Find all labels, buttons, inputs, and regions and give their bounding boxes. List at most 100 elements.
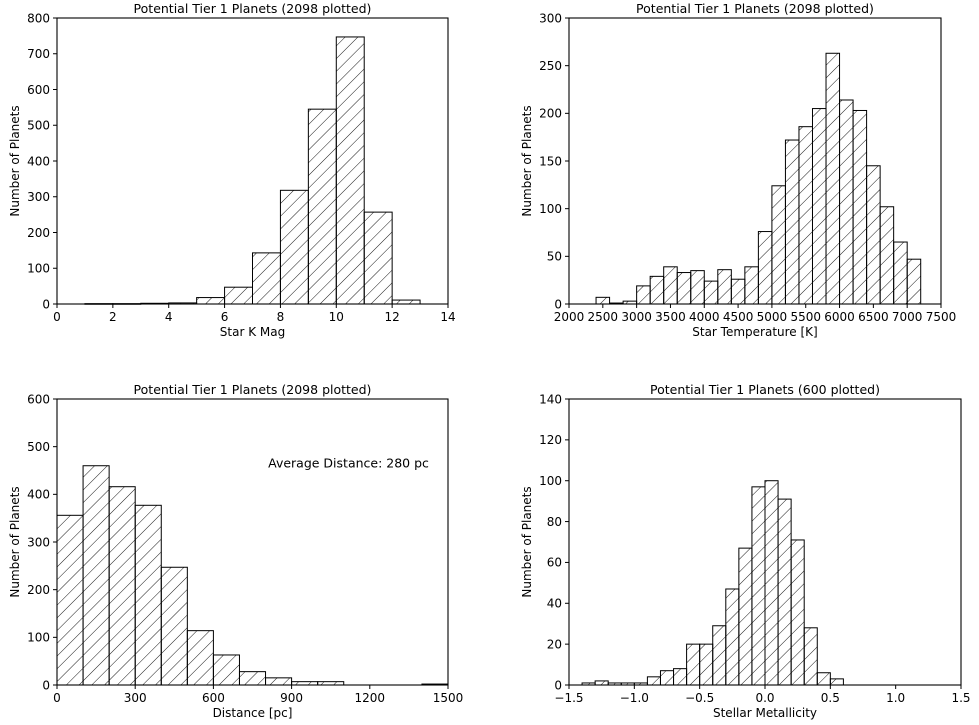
histogram-bar xyxy=(594,680,609,686)
histogram-bar xyxy=(279,189,309,305)
y-tick-label: 600 xyxy=(27,83,50,97)
x-tick-label: 1200 xyxy=(355,691,386,705)
x-tick-label: 600 xyxy=(202,691,225,705)
y-tick-label: 120 xyxy=(539,433,562,447)
histogram-bar xyxy=(803,627,818,686)
x-tick-label: 1.5 xyxy=(951,691,970,705)
histogram-bar xyxy=(751,486,766,686)
chart-panel-3: 0 300 600 900 1200 1500 0 100 200 300 400 500 600 Pot… xyxy=(8,382,463,720)
histogram-bar xyxy=(238,671,267,686)
chart-panel-1: 0 2 4 6 8 10 12 14 0 100 200 300 400 500 600 700 800 Pote… xyxy=(8,1,456,339)
x-tick-label: 6 xyxy=(221,310,229,324)
histogram-bar xyxy=(790,539,805,686)
x-tick-label: 0.5 xyxy=(821,691,840,705)
x-tick-label: 4 xyxy=(165,310,173,324)
histogram-bar xyxy=(771,185,786,305)
histogram-bar xyxy=(186,630,214,686)
y-tick-label: 600 xyxy=(27,392,50,406)
y-tick-label: 500 xyxy=(27,119,50,133)
histogram-bar xyxy=(866,165,881,305)
histogram-bar xyxy=(699,643,714,686)
chart-title: Potential Tier 1 Planets (2098 plotted) xyxy=(134,382,372,397)
x-tick-label: 0 xyxy=(53,691,61,705)
x-axis-label: Distance [pc] xyxy=(213,706,293,720)
x-tick-label: 3000 xyxy=(621,310,652,324)
chart-title: Potential Tier 1 Planets (2098 plotted) xyxy=(636,1,874,16)
x-tick-label: 1.0 xyxy=(886,691,905,705)
x-tick-label: 5000 xyxy=(757,310,788,324)
y-tick-label: 60 xyxy=(547,556,562,570)
histogram-bar xyxy=(265,677,293,686)
y-tick-label: 800 xyxy=(27,11,50,25)
y-tick-label: 0 xyxy=(42,297,50,311)
x-tick-label: 8 xyxy=(277,310,285,324)
histogram-bar xyxy=(676,272,692,305)
histogram-bar xyxy=(82,465,110,686)
histogram-bar xyxy=(196,297,226,305)
y-tick-label: 300 xyxy=(27,190,50,204)
y-tick-label: 400 xyxy=(27,488,50,502)
histogram-bar xyxy=(134,504,162,686)
histogram-bar xyxy=(673,668,688,686)
x-tick-label: 7500 xyxy=(926,310,957,324)
x-tick-label: 2000 xyxy=(554,310,585,324)
y-tick-label: 20 xyxy=(547,637,562,651)
histogram-bar xyxy=(690,270,705,305)
histogram-bars xyxy=(581,480,844,686)
x-tick-label: 0 xyxy=(53,310,61,324)
histogram-bar xyxy=(825,52,841,305)
y-tick-label: 100 xyxy=(539,202,562,216)
histogram-bar xyxy=(744,266,759,305)
histogram-bars xyxy=(595,52,922,305)
y-tick-label: 0 xyxy=(42,678,50,692)
y-tick-label: 500 xyxy=(27,440,50,454)
y-tick-label: 200 xyxy=(539,107,562,121)
histogram-bar xyxy=(906,258,922,305)
histogram-bar xyxy=(686,643,701,686)
histogram-bar xyxy=(712,625,727,686)
x-tick-label: 5500 xyxy=(790,310,821,324)
histogram-bar xyxy=(212,654,240,686)
histogram-bar xyxy=(839,99,854,305)
average-distance-annotation: Average Distance: 280 pc xyxy=(268,456,429,471)
x-axis-label: Star Temperature [K] xyxy=(692,325,817,339)
histogram-bar xyxy=(829,678,844,686)
x-tick-label: 2 xyxy=(109,310,117,324)
x-tick-label: 6000 xyxy=(824,310,855,324)
x-axis-label: Stellar Metallicity xyxy=(713,706,817,720)
histogram-bar xyxy=(730,278,746,305)
x-tick-label: 10 xyxy=(329,310,344,324)
histogram-bar xyxy=(816,672,831,686)
y-tick-label: 150 xyxy=(539,154,562,168)
x-tick-label: 7000 xyxy=(892,310,923,324)
histogram-bar xyxy=(852,109,868,305)
x-tick-label: 4000 xyxy=(689,310,720,324)
histogram-bar xyxy=(703,280,719,305)
y-tick-label: 0 xyxy=(554,678,562,692)
histogram-bar xyxy=(307,108,337,305)
x-tick-label: 14 xyxy=(440,310,455,324)
y-axis-label: Number of Planets xyxy=(520,486,534,597)
x-tick-label: 2500 xyxy=(588,310,619,324)
histogram-bar xyxy=(595,296,611,305)
y-tick-label: 100 xyxy=(27,631,50,645)
histogram-bar xyxy=(335,36,365,305)
x-tick-label: 6500 xyxy=(858,310,889,324)
y-axis-label: Number of Planets xyxy=(520,105,534,216)
histogram-bar xyxy=(777,498,792,686)
histogram-bar xyxy=(391,299,421,305)
y-tick-label: 100 xyxy=(27,262,50,276)
histogram-bar xyxy=(764,480,779,686)
histogram-bar xyxy=(649,275,665,305)
x-axis-label: Star K Mag xyxy=(220,325,285,339)
histogram-bar xyxy=(725,588,740,686)
histogram-bar xyxy=(646,676,661,686)
x-tick-label: −1.5 xyxy=(554,691,583,705)
y-tick-label: 300 xyxy=(27,535,50,549)
histogram-bar xyxy=(798,126,813,305)
histogram-bar xyxy=(363,211,393,305)
x-tick-label: −1.0 xyxy=(620,691,649,705)
y-tick-label: 100 xyxy=(539,474,562,488)
histogram-bar xyxy=(224,286,253,305)
